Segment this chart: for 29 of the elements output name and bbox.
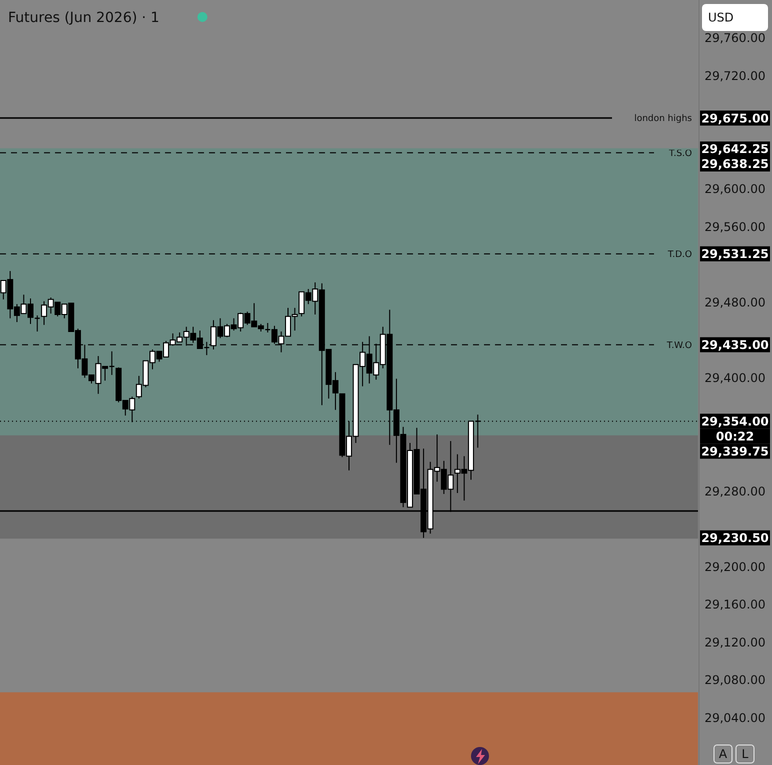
y-tick-label: 29,280.00 bbox=[704, 484, 766, 498]
text: 29,435.00 bbox=[701, 338, 769, 352]
y-tick-label: 29,560.00 bbox=[704, 220, 766, 234]
text: 29,642.25 bbox=[701, 142, 769, 156]
text: 29,354.00 bbox=[701, 414, 769, 428]
text: 29,638.25 bbox=[701, 157, 769, 172]
text: 29,339.75 bbox=[701, 444, 769, 458]
y-tick-label: 29,400.00 bbox=[704, 370, 766, 385]
text: USD bbox=[708, 10, 734, 25]
y-tick-label: 29,160.00 bbox=[704, 598, 766, 612]
text: 00:22 bbox=[716, 429, 754, 444]
ref-line-label: T.W.O bbox=[666, 340, 692, 351]
text: Futures (Jun 2026) · 1 bbox=[8, 10, 160, 26]
text: 29,531.25 bbox=[701, 247, 769, 262]
y-tick-label: 29,760.00 bbox=[704, 30, 766, 45]
ref-line-label: T.S.O bbox=[668, 148, 692, 159]
y-tick-label: 29,080.00 bbox=[704, 673, 766, 688]
y-tick-label: 29,040.00 bbox=[704, 710, 766, 725]
text: 29,230.50 bbox=[701, 531, 769, 546]
y-tick-label: 29,720.00 bbox=[704, 68, 766, 83]
text: 29,675.00 bbox=[701, 111, 769, 126]
y-tick-label: 29,480.00 bbox=[704, 295, 766, 310]
text: A bbox=[718, 747, 728, 762]
y-tick-label: 29,120.00 bbox=[704, 635, 766, 650]
ref-line-label: T.D.O bbox=[666, 250, 692, 260]
text: L bbox=[742, 747, 749, 762]
y-tick-label: 29,200.00 bbox=[704, 560, 766, 574]
y-tick-label: 29,600.00 bbox=[704, 182, 766, 196]
ref-line-label: london highs bbox=[634, 114, 692, 124]
